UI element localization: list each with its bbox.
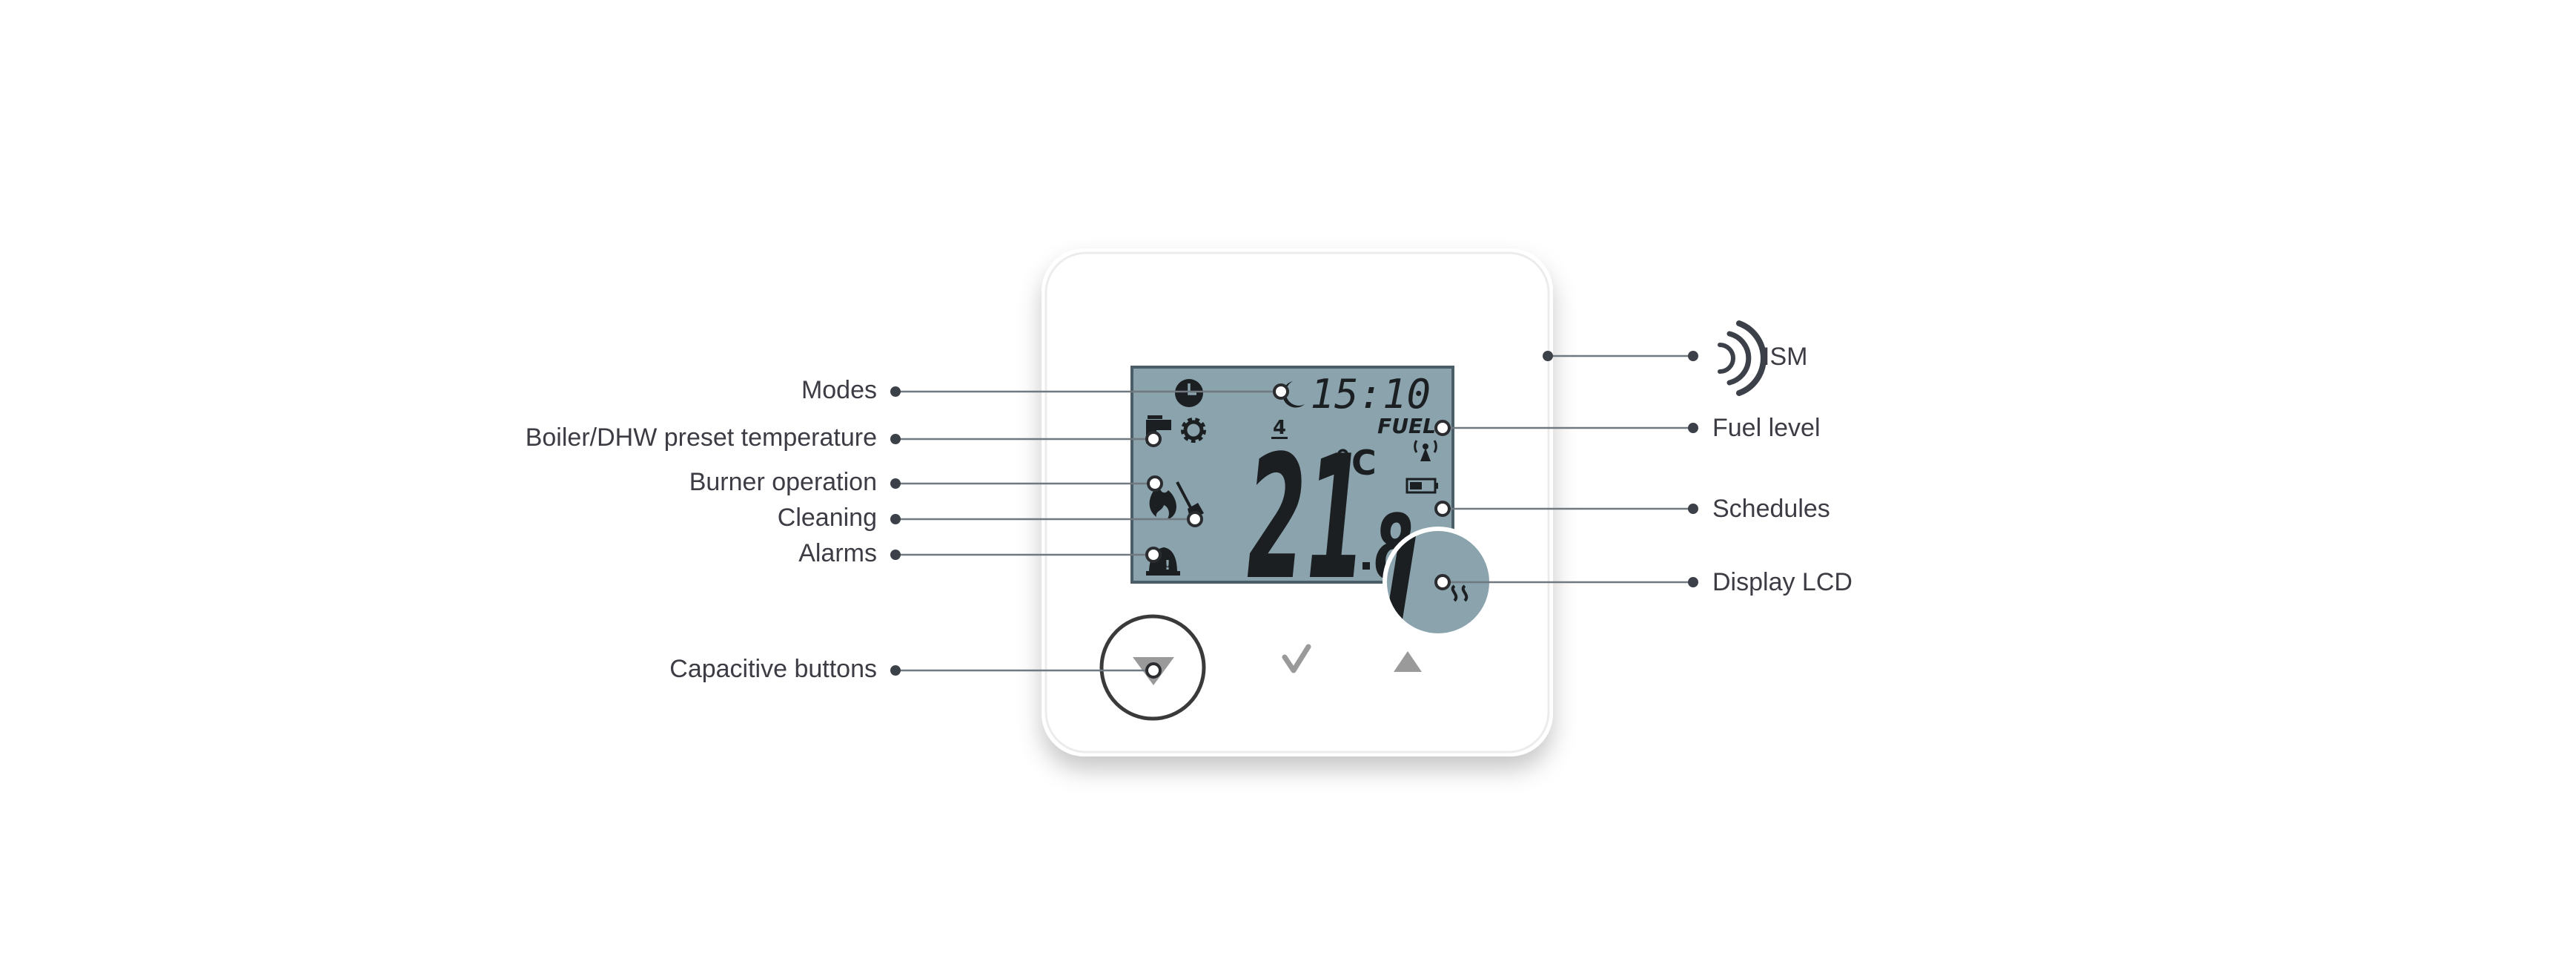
leader-modes: [890, 383, 1289, 400]
checkmark-icon: [1282, 644, 1311, 673]
lcd-temperature-unit: °C: [1334, 443, 1377, 483]
leader-dot-boiler: [890, 434, 901, 444]
leader-dot-ism: [1688, 351, 1698, 361]
callout-label-burner: Burner operation: [689, 468, 877, 496]
moon-icon: [1282, 381, 1305, 408]
callout-label-cleaning: Cleaning: [777, 504, 877, 532]
confirm-button[interactable]: [1282, 644, 1311, 673]
leader-schedules: [1434, 501, 1698, 517]
svg-text:!: !: [1165, 558, 1171, 573]
leader-boiler: [890, 431, 1162, 447]
leader-alarms: [890, 547, 1162, 563]
leader-burner: [890, 475, 1163, 492]
leader-target-boiler: [1145, 431, 1162, 447]
leader-dot-modes: [890, 386, 901, 397]
antenna-icon: [1414, 440, 1437, 461]
callout-label-capacitive-buttons: Capacitive buttons: [669, 655, 877, 683]
leader-target-ism: [1543, 351, 1553, 361]
leader-target-buttons: [1145, 662, 1162, 679]
leader-target-cleaning: [1187, 511, 1203, 527]
leader-display: [1434, 574, 1698, 590]
wifi-signal-icon: [1718, 320, 1767, 396]
leader-target-modes: [1273, 383, 1289, 400]
leader-dot-schedules: [1688, 504, 1698, 514]
leader-dot-burner: [890, 478, 901, 489]
flame-icon: [1149, 484, 1176, 520]
lcd-fuel-text: FUEL: [1377, 414, 1436, 438]
callout-label-display-lcd: Display LCD: [1712, 568, 1852, 596]
leader-target-fuel: [1434, 420, 1451, 436]
callout-label-alarms: Alarms: [798, 539, 877, 567]
leader-dot-alarms: [890, 550, 901, 560]
lcd-display: 15:10 4 FUEL °C: [1130, 366, 1454, 618]
callout-label-schedules: Schedules: [1712, 495, 1830, 523]
lcd-preset-number: 4: [1273, 417, 1286, 439]
leader-cleaning: [890, 511, 1203, 527]
leader-buttons: [890, 662, 1162, 679]
lcd-time: 15:10: [1310, 371, 1431, 418]
callout-leaders: [890, 351, 1698, 679]
gear-icon: [1181, 418, 1206, 443]
callout-label-boiler-dhw: Boiler/DHW preset temperature: [525, 423, 877, 452]
clock-mode-icon: [1175, 379, 1203, 407]
leader-dot-buttons: [890, 665, 901, 676]
lcd-temperature-integer: 21: [1247, 420, 1365, 618]
leader-target-burner: [1147, 475, 1163, 492]
leader-dot-display: [1688, 577, 1698, 587]
callout-label-modes: Modes: [801, 376, 877, 404]
callout-label-ism: ISM: [1763, 343, 1808, 371]
battery-icon: [1405, 478, 1438, 494]
leader-target-alarms: [1145, 547, 1162, 563]
up-triangle-icon: [1394, 651, 1422, 672]
leader-dot-cleaning: [890, 514, 901, 524]
leader-ism: [1543, 351, 1698, 361]
leader-fuel: [1434, 420, 1698, 436]
leader-dot-fuel: [1688, 423, 1698, 433]
leader-target-display: [1434, 574, 1451, 590]
callout-label-fuel-level: Fuel level: [1712, 414, 1821, 442]
leader-target-schedules: [1434, 501, 1451, 517]
up-button[interactable]: [1394, 651, 1422, 672]
